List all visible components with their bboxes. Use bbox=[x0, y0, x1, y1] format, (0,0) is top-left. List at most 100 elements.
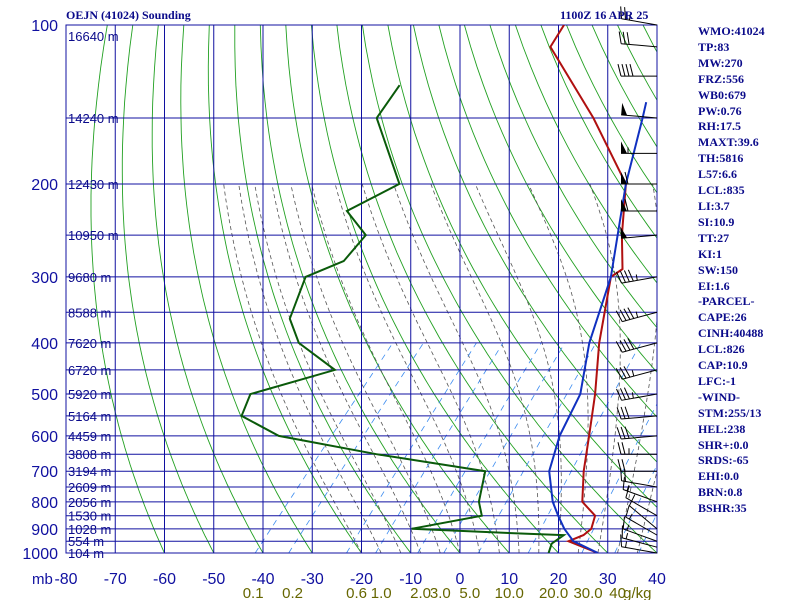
moist-adiabat bbox=[254, 183, 402, 553]
index-item: MW:270 bbox=[698, 55, 743, 70]
wind-barb bbox=[621, 141, 657, 154]
mixing-ratio-line bbox=[417, 342, 542, 553]
dry-adiabat bbox=[310, 25, 559, 553]
wind-barb-staff bbox=[621, 276, 658, 284]
mixing-ratio-line bbox=[254, 342, 394, 553]
pressure-tick-label: 1000 bbox=[22, 546, 58, 563]
wind-barb bbox=[617, 442, 657, 455]
height-label: 1530 m bbox=[68, 509, 111, 524]
index-item: TH:5816 bbox=[698, 151, 744, 166]
wind-barb bbox=[621, 171, 657, 185]
temperature-tick-label: -80 bbox=[54, 571, 77, 588]
wind-barb bbox=[617, 64, 657, 77]
wind-barb-feather bbox=[629, 64, 634, 77]
dry-adiabat bbox=[151, 25, 264, 553]
chart-title: OEJN (41024) Sounding bbox=[66, 8, 191, 22]
temperature-tick-label: 30 bbox=[599, 571, 617, 588]
wind-barb-staff bbox=[622, 311, 658, 323]
index-item: SW:150 bbox=[698, 262, 739, 277]
wind-barb-feather bbox=[621, 442, 626, 455]
wind-barb bbox=[615, 366, 658, 380]
mixing-ratio-label: 5.0 bbox=[459, 585, 480, 600]
height-label: 5164 m bbox=[68, 409, 111, 424]
wind-barb-staff bbox=[623, 528, 658, 542]
temperature-tick-label: -10 bbox=[399, 571, 422, 588]
wind-barb bbox=[615, 338, 658, 353]
index-item: EHI:0.0 bbox=[698, 469, 740, 484]
wind-barb-feather bbox=[625, 505, 630, 518]
mixing-ratio-label: 20.0 bbox=[539, 585, 568, 600]
wind-barb-staff bbox=[622, 342, 658, 353]
temperature-tick-label: -40 bbox=[251, 571, 274, 588]
index-item: WMO:41024 bbox=[698, 24, 765, 38]
index-item: STM:255/13 bbox=[698, 405, 762, 420]
wind-barb-staff bbox=[622, 369, 658, 380]
wind-barb bbox=[621, 525, 658, 548]
wind-barb-feather bbox=[624, 426, 630, 439]
wind-barb-feather bbox=[628, 494, 636, 506]
wind-barb-pennant bbox=[621, 102, 628, 116]
indices-panel: WMO:41024 TP:83 MW:270 FRZ:556 WB0:679 PW:0.7… bbox=[698, 24, 798, 517]
moist-adiabat bbox=[271, 183, 421, 553]
temperature-tick-label: -70 bbox=[104, 571, 127, 588]
index-item: -PARCEL- bbox=[698, 294, 755, 309]
index-item: LI:3.7 bbox=[698, 198, 730, 213]
wind-barb-half-feather bbox=[626, 485, 630, 492]
moist-adiabat-lines bbox=[223, 183, 657, 553]
wind-barb-half-feather bbox=[635, 274, 638, 281]
index-item: LFC:-1 bbox=[698, 373, 736, 388]
temperature-line bbox=[549, 25, 627, 553]
wind-barb bbox=[618, 31, 658, 48]
wind-barb-feather bbox=[624, 198, 629, 212]
wind-barb bbox=[616, 406, 658, 420]
mixing-ratio-line bbox=[288, 342, 424, 553]
wind-barb bbox=[617, 459, 657, 472]
moist-adiabat bbox=[238, 183, 382, 553]
index-item: EI:1.6 bbox=[698, 278, 730, 293]
wind-barb-staff bbox=[621, 18, 658, 26]
index-item: HEL:238 bbox=[698, 421, 746, 436]
index-item: TP:83 bbox=[698, 39, 730, 54]
height-label: 8588 m bbox=[68, 305, 111, 320]
index-item: BRN:0.8 bbox=[698, 485, 743, 500]
dry-adiabat bbox=[285, 25, 510, 553]
wind-barb-feather bbox=[616, 388, 623, 401]
height-label: 10950 m bbox=[68, 228, 119, 243]
index-item: LCL:835 bbox=[698, 183, 745, 198]
wind-barb-pennant bbox=[621, 171, 627, 184]
wind-barb-feather bbox=[618, 31, 622, 44]
mixing-ratio-label: 0.2 bbox=[282, 585, 303, 600]
wind-barb-staff bbox=[621, 43, 658, 48]
pressure-tick-label: 500 bbox=[31, 387, 58, 404]
height-label: 554 m bbox=[68, 534, 104, 549]
wind-barb-feather bbox=[621, 459, 626, 472]
index-item: CINH:40488 bbox=[698, 326, 764, 341]
wind-barb-staff bbox=[625, 516, 658, 536]
dewpoint-line bbox=[240, 84, 567, 553]
wind-barb-half-feather bbox=[625, 532, 629, 540]
wind-barb-feather bbox=[622, 516, 625, 529]
wind-barb-half-feather bbox=[631, 392, 634, 399]
height-label: 4459 m bbox=[68, 429, 111, 444]
wind-barb-feather bbox=[620, 426, 626, 439]
wind-barb-feather bbox=[617, 442, 622, 455]
wind-barb bbox=[616, 387, 658, 401]
height-label: 1028 m bbox=[68, 522, 111, 537]
wind-barb-feather bbox=[627, 269, 634, 282]
mixing-ratio-line bbox=[477, 342, 597, 553]
wind-barb-feather bbox=[623, 339, 631, 351]
pressure-tick-label: 700 bbox=[31, 464, 58, 481]
dry-adiabat bbox=[234, 25, 412, 553]
height-label: 5920 m bbox=[68, 387, 111, 402]
wind-barb-staff bbox=[621, 435, 658, 440]
wind-barb-staff bbox=[622, 537, 658, 548]
dry-adiabat-lines bbox=[90, 25, 657, 553]
height-label: 3808 m bbox=[68, 447, 111, 462]
height-label: 16640 m bbox=[68, 29, 119, 44]
wind-barb-staff bbox=[621, 415, 658, 420]
height-label: 6720 m bbox=[68, 363, 111, 378]
dry-adiabat bbox=[259, 25, 461, 553]
pressure-tick-label: 900 bbox=[31, 522, 58, 539]
moist-adiabat bbox=[430, 183, 540, 553]
